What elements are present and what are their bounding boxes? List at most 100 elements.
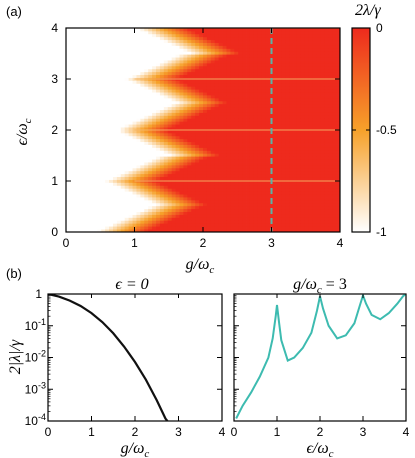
heatmap-cell bbox=[246, 132, 251, 137]
heatmap-cell bbox=[124, 202, 130, 207]
heatmap-cell bbox=[308, 164, 313, 169]
heatmap-cell bbox=[308, 28, 313, 32]
heatmap-cell bbox=[191, 217, 196, 221]
heatmap-cell bbox=[206, 97, 212, 102]
heatmap-cell bbox=[144, 62, 149, 67]
heatmap-cell bbox=[199, 28, 204, 32]
heatmap-cell bbox=[69, 124, 75, 128]
heatmap-cell bbox=[101, 217, 106, 221]
heatmap-cell bbox=[66, 141, 71, 145]
heatmap-cell bbox=[332, 89, 337, 93]
heatmap-cell bbox=[140, 164, 145, 169]
heatmap-cell bbox=[304, 194, 310, 198]
heatmap-cell bbox=[93, 214, 98, 218]
heatmap-cell bbox=[332, 176, 337, 180]
heatmap-cell bbox=[171, 121, 176, 125]
heatmap-cell bbox=[281, 191, 286, 195]
heatmap-cell bbox=[144, 121, 149, 125]
heatmap-cell bbox=[89, 109, 94, 113]
heatmap-cell bbox=[199, 62, 204, 67]
heatmap-cell bbox=[112, 194, 118, 198]
heatmap-cell bbox=[261, 135, 267, 140]
heatmap-cell bbox=[132, 188, 137, 192]
heatmap-cell bbox=[144, 176, 149, 180]
heatmap-cell bbox=[81, 95, 86, 99]
heatmap-cell bbox=[152, 71, 157, 76]
heatmap-cell bbox=[308, 159, 313, 163]
heatmap-cell bbox=[308, 103, 313, 108]
heatmap-cell bbox=[242, 197, 247, 201]
heatmap-cell bbox=[175, 176, 180, 180]
heatmap-cell bbox=[304, 170, 310, 175]
heatmap-cell bbox=[234, 159, 239, 163]
heatmap-cell bbox=[234, 109, 239, 113]
heatmap-cell bbox=[230, 30, 235, 35]
heatmap-cell bbox=[312, 33, 317, 38]
heatmap-cell bbox=[285, 150, 290, 154]
heatmap-cell bbox=[285, 138, 290, 143]
heatmap-cell bbox=[183, 118, 188, 122]
heatmap-cell bbox=[97, 30, 102, 35]
heatmap-cell bbox=[85, 92, 90, 96]
heatmap-cell bbox=[218, 214, 223, 218]
heatmap-cell bbox=[238, 208, 243, 212]
heatmap-cell bbox=[222, 48, 227, 52]
heatmap-cell bbox=[261, 60, 267, 64]
heatmap-cell bbox=[89, 194, 94, 198]
heatmap-cell bbox=[85, 80, 90, 84]
heatmap-cell bbox=[183, 115, 188, 119]
heatmap-cell bbox=[214, 112, 220, 116]
heatmap-cell bbox=[238, 68, 243, 73]
heatmap-cell bbox=[230, 68, 235, 73]
heatmap-cell bbox=[112, 97, 118, 102]
heatmap-cell bbox=[332, 127, 337, 131]
heatmap-cell bbox=[312, 74, 317, 78]
heatmap-cell bbox=[183, 141, 188, 145]
heatmap-cell bbox=[312, 95, 317, 99]
heatmap-cell bbox=[281, 71, 286, 76]
heatmap-cell bbox=[93, 202, 98, 207]
heatmap-cell bbox=[277, 71, 282, 76]
heatmap-cell bbox=[159, 54, 165, 58]
heatmap-cell bbox=[249, 121, 255, 125]
heatmap-cell bbox=[195, 185, 200, 189]
heatmap-cell bbox=[120, 132, 126, 137]
heatmap-cell bbox=[253, 130, 259, 134]
heatmap-cell bbox=[246, 65, 251, 70]
heatmap-cell bbox=[218, 124, 223, 128]
heatmap-cell bbox=[257, 153, 263, 157]
heatmap-cell bbox=[156, 54, 161, 58]
heatmap-cell bbox=[226, 197, 231, 201]
heatmap-cell bbox=[105, 77, 110, 81]
heatmap-cell bbox=[148, 176, 153, 180]
heatmap-cell bbox=[66, 57, 71, 61]
heatmap-cell bbox=[300, 42, 306, 46]
heatmap-cell bbox=[191, 74, 196, 78]
heatmap-cell bbox=[163, 229, 169, 232]
heatmap-cell bbox=[277, 97, 282, 102]
heatmap-cell bbox=[246, 127, 251, 131]
heatmap-cell bbox=[296, 80, 302, 84]
heatmap-cell bbox=[175, 89, 180, 93]
heatmap-cell bbox=[163, 89, 169, 93]
heatmap-cell bbox=[152, 74, 157, 78]
heatmap-cell bbox=[293, 97, 298, 102]
heatmap-cell bbox=[238, 217, 243, 221]
heatmap-cell bbox=[265, 71, 270, 76]
heatmap-cell bbox=[112, 199, 118, 204]
heatmap-cell bbox=[296, 45, 302, 49]
heatmap-cell bbox=[69, 51, 75, 55]
heatmap-cell bbox=[218, 62, 223, 67]
heatmap-cell bbox=[97, 229, 102, 232]
heatmap-cell bbox=[148, 188, 153, 192]
heatmap-cell bbox=[191, 68, 196, 73]
heatmap-cell bbox=[332, 30, 337, 35]
heatmap-cell bbox=[269, 144, 274, 148]
heatmap-cell bbox=[234, 176, 239, 180]
heatmap-cell bbox=[257, 202, 263, 207]
heatmap-cell bbox=[124, 71, 130, 76]
heatmap-cell bbox=[109, 220, 114, 224]
heatmap-cell bbox=[112, 121, 118, 125]
heatmap-cell bbox=[195, 109, 200, 113]
heatmap-cell bbox=[73, 103, 79, 108]
